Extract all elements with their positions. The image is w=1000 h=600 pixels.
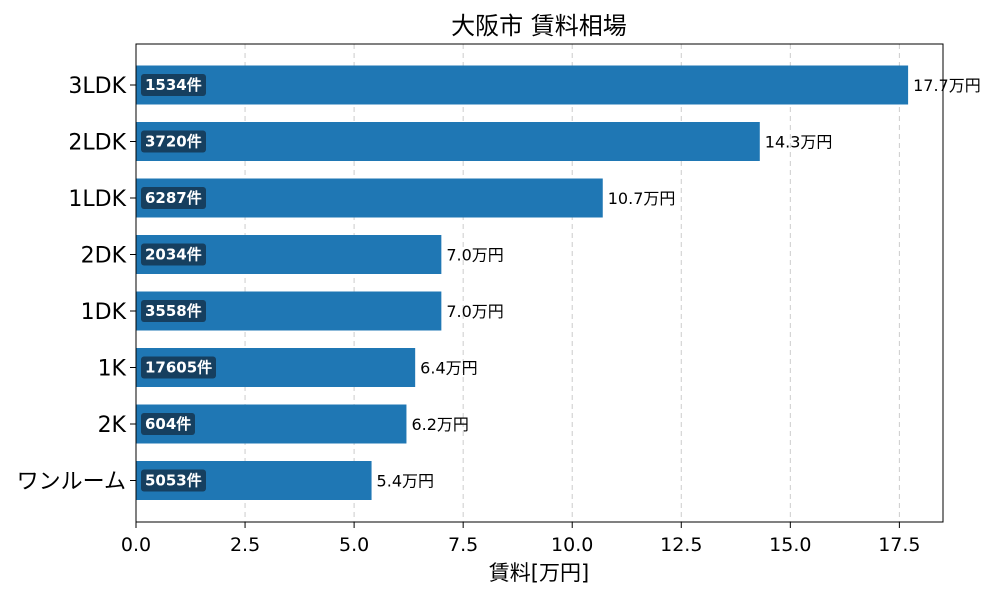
category-label: 2LDK (68, 131, 126, 156)
bars: 17.7万円 1534件 14.3万円 3720件 10.7万円 6287件 7.0万円 20… (136, 65, 981, 500)
y-axis-categories: 3LDK 2LDK 1LDK 2DK 1DK 1K 2K ワンルーム (17, 74, 136, 495)
bar (136, 65, 909, 105)
count-badge-bg (141, 130, 206, 153)
count-badge-bg (141, 300, 206, 322)
grid-lines (244, 44, 900, 522)
plot-frame (135, 43, 944, 523)
category-label: ワンルーム (17, 470, 126, 495)
count-badge: 1534件 (141, 74, 206, 96)
category-label: 1K (98, 357, 127, 382)
bar (136, 122, 760, 161)
value-label: 7.0万円 (446, 302, 503, 321)
x-tick-label: 2.5 (230, 534, 260, 556)
category-label: 1LDK (68, 187, 126, 212)
count-label: 604件 (145, 415, 191, 433)
category-label: 3LDK (68, 74, 126, 99)
x-axis-label: 賃料[万円] (489, 561, 589, 585)
count-badge: 3558件 (141, 300, 206, 322)
value-label: 14.3万円 (765, 133, 833, 152)
count-badge-bg (141, 469, 206, 492)
count-label: 6287件 (145, 189, 202, 207)
value-label: 10.7万円 (608, 189, 676, 208)
category-label: 1DK (81, 300, 127, 325)
count-badge: 2034件 (141, 243, 206, 266)
count-label: 1534件 (145, 76, 202, 94)
count-badge: 604件 (141, 413, 195, 435)
x-tick-label: 0.0 (121, 534, 151, 556)
x-tick-label: 5.0 (339, 534, 369, 556)
value-label: 6.4万円 (420, 359, 477, 378)
category-label: 2K (98, 413, 127, 438)
count-label: 17605件 (145, 359, 212, 377)
x-tick-label: 12.5 (660, 534, 702, 556)
count-label: 3558件 (145, 302, 202, 320)
bar (136, 178, 603, 218)
x-tick-label: 7.5 (448, 534, 478, 556)
x-tick-label: 17.5 (878, 534, 920, 556)
value-label: 7.0万円 (446, 246, 503, 265)
count-label: 3720件 (145, 133, 202, 151)
count-badge-bg (141, 413, 195, 435)
category-label: 2DK (81, 244, 127, 269)
count-label: 5053件 (145, 472, 202, 490)
x-tick-label: 10.0 (551, 534, 593, 556)
count-badge: 17605件 (141, 356, 216, 379)
count-badge: 3720件 (141, 130, 206, 153)
count-badge-bg (141, 74, 206, 96)
value-label: 17.7万円 (913, 76, 981, 95)
count-badge-bg (141, 187, 206, 209)
count-badge-bg (141, 356, 216, 379)
x-tick-label: 15.0 (769, 534, 811, 556)
count-badge: 6287件 (141, 187, 206, 209)
value-label: 6.2万円 (411, 415, 468, 434)
count-badge: 5053件 (141, 469, 206, 492)
count-label: 2034件 (145, 246, 202, 264)
chart-title: 大阪市 賃料相場 (451, 12, 627, 40)
count-badge-bg (141, 243, 206, 266)
value-label: 5.4万円 (377, 472, 434, 491)
x-axis-ticks: 0.0 2.5 5.0 7.5 10.0 12.5 15.0 17.5 (121, 522, 921, 556)
